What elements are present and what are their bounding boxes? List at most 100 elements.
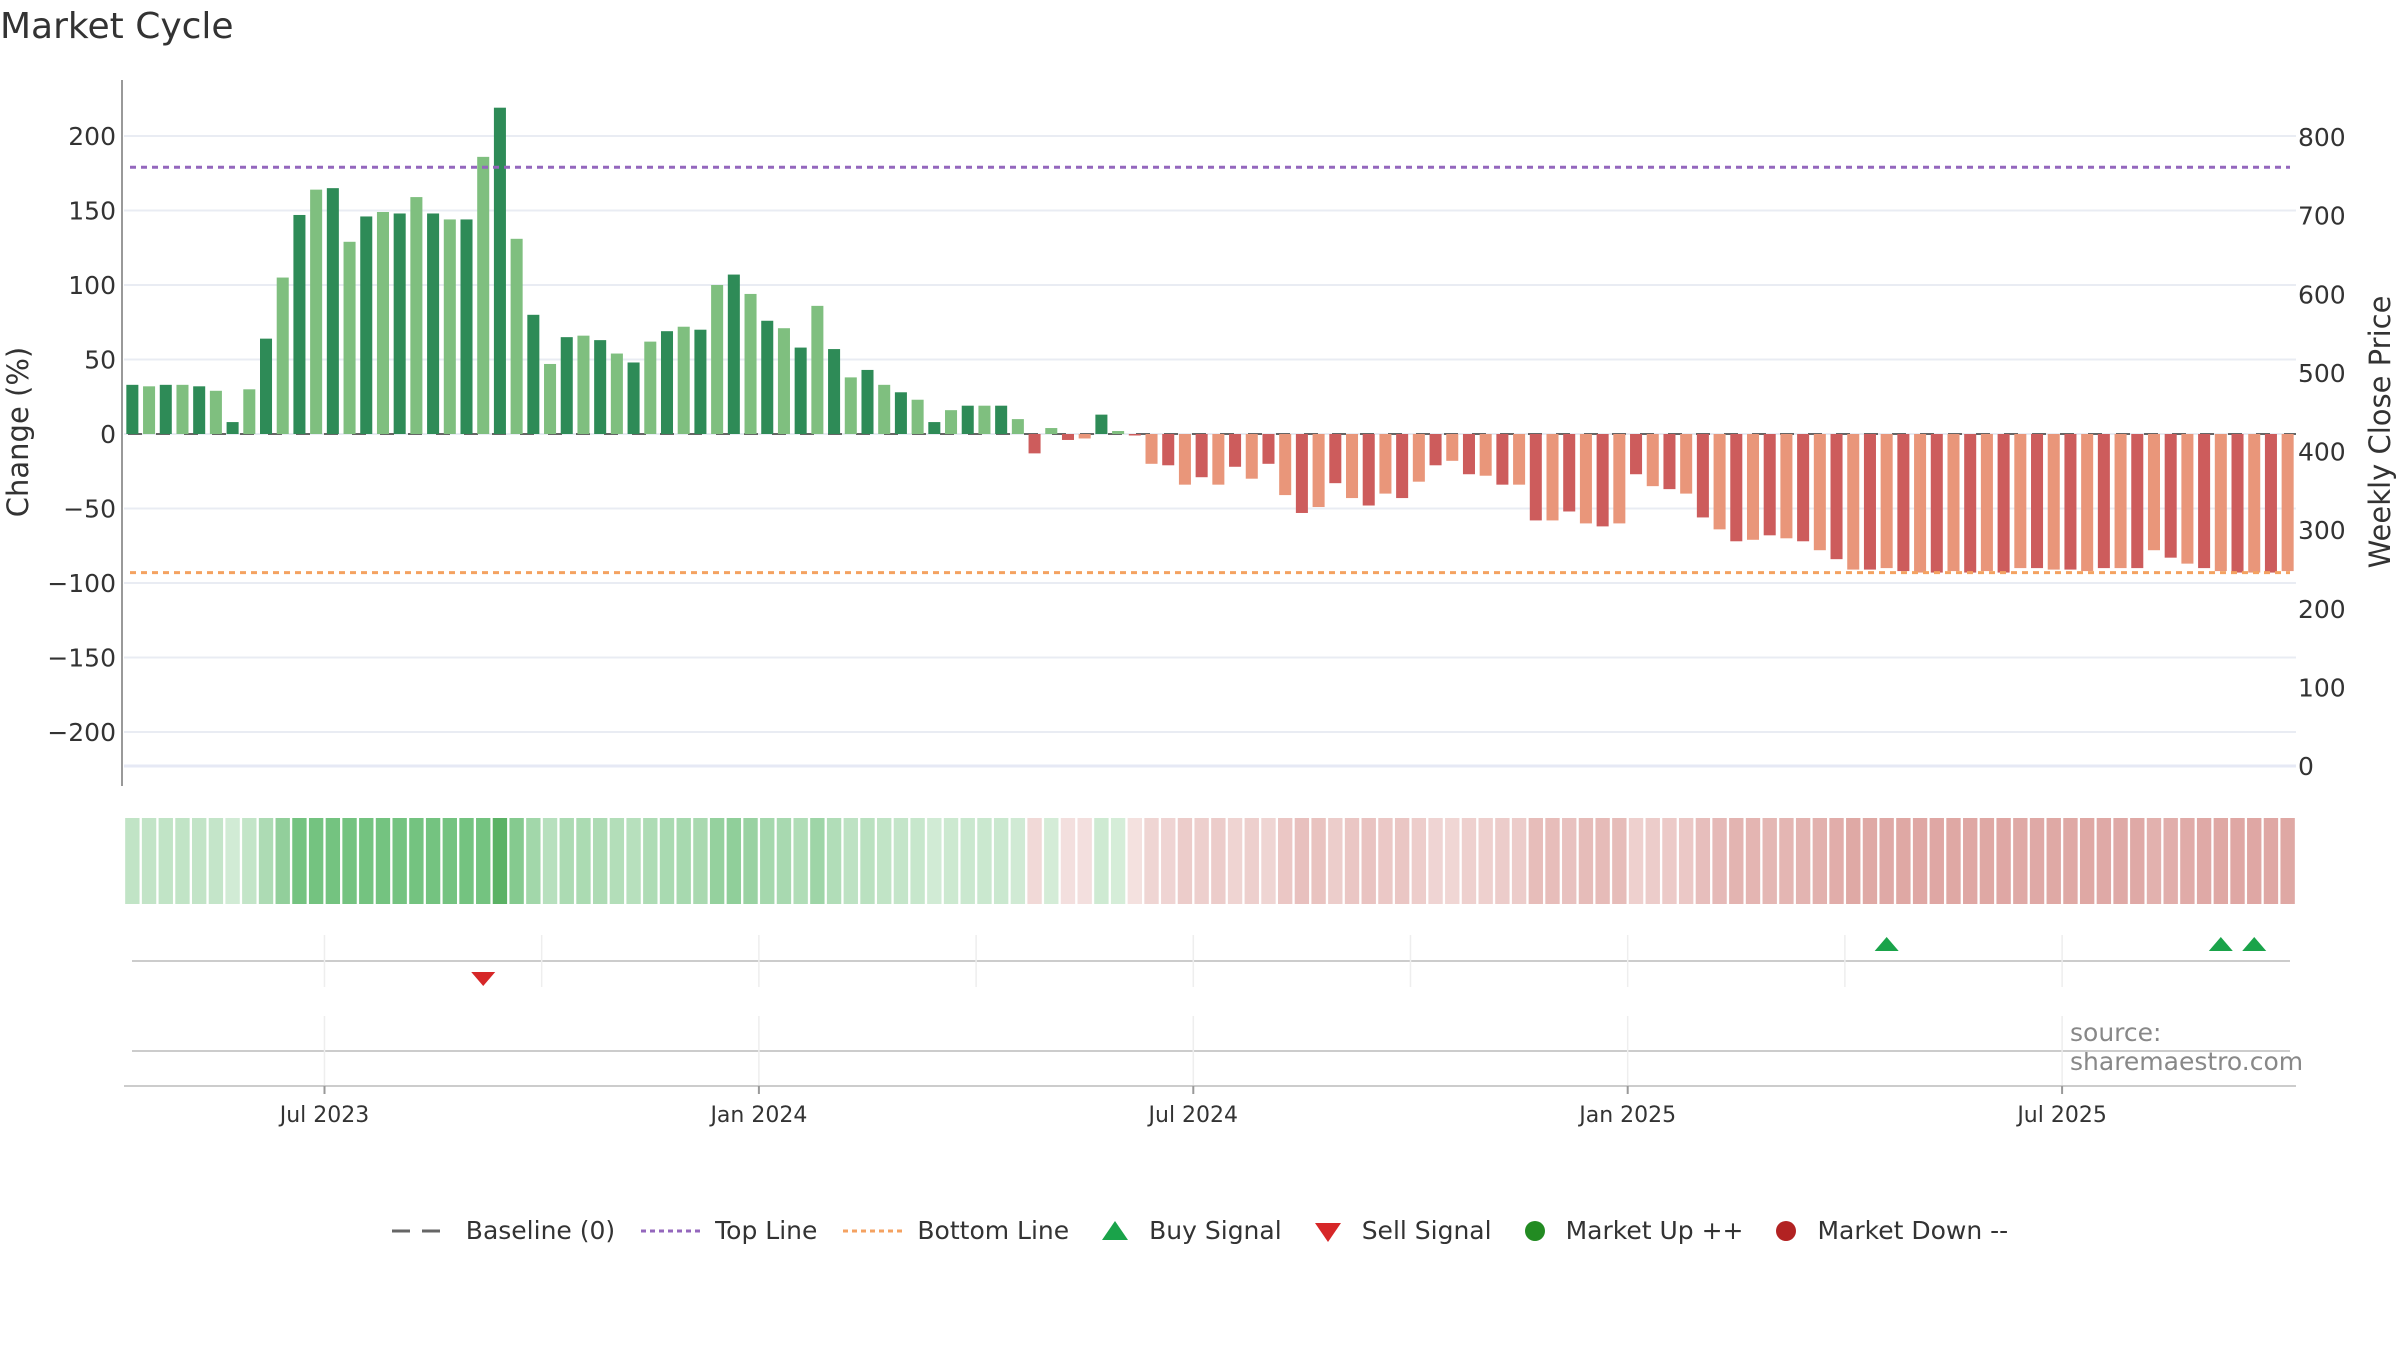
legend-label-buy: Buy Signal [1149, 1216, 1282, 1245]
heat-strip-cell [542, 818, 558, 904]
bar [2264, 434, 2277, 573]
bar [1329, 434, 1342, 484]
bar [794, 347, 807, 434]
bar [1663, 434, 1676, 490]
market-up-dot-icon [1524, 1220, 1545, 1241]
y-tick-label-right: 700 [2298, 202, 2346, 231]
bar [326, 188, 339, 434]
bar [1613, 434, 1626, 524]
sell-signal-marker [471, 972, 496, 986]
top-line-swatch [641, 1229, 702, 1232]
heat-strip-cell [1645, 818, 1660, 904]
heat-strip-cell [993, 818, 1009, 904]
bar [2097, 434, 2110, 569]
heat-strip-cell [308, 818, 324, 904]
bar [961, 405, 974, 434]
bar [1930, 434, 1943, 573]
heat-strip-cell [1445, 818, 1460, 904]
bar [1128, 434, 1141, 436]
heat-strip-cell [877, 818, 892, 904]
heat-strip-cell [1328, 818, 1343, 904]
bar [1579, 434, 1592, 524]
bar [1997, 434, 2010, 573]
legend-item-top-line[interactable]: Top Line [641, 1216, 817, 1245]
bar [1947, 434, 1960, 572]
heat-strip-cell [1812, 818, 1828, 904]
heat-strip-cell [375, 818, 391, 904]
heat-strip-cell [1227, 818, 1243, 904]
heat-strip-cell [442, 818, 457, 904]
legend-label-market-up: Market Up ++ [1565, 1216, 1744, 1245]
heat-strip-cell [1729, 818, 1744, 904]
heat-strip-cell [893, 818, 909, 904]
heat-strip-cell [342, 818, 357, 904]
heat-strip-cell [1762, 818, 1777, 904]
y-tick-label: 100 [68, 271, 116, 300]
bar [376, 211, 389, 434]
bar [493, 107, 506, 434]
heat-strip-cell [2247, 818, 2262, 904]
heat-strip-cell [526, 818, 541, 904]
bar [2047, 434, 2060, 570]
bar [744, 293, 757, 434]
bar [393, 213, 406, 434]
heat-strip-cell [1278, 818, 1293, 904]
sell-triangle-icon [1314, 1222, 1341, 1242]
y-tick-label-right: 800 [2298, 123, 2346, 152]
buy-signal-marker [2208, 937, 2233, 951]
bar [878, 384, 891, 434]
heat-strip-cell [709, 818, 725, 904]
bar [1462, 434, 1475, 475]
heat-strip-cell [1846, 818, 1861, 904]
legend-item-buy[interactable]: Buy Signal [1095, 1216, 1282, 1245]
x-tick-label: Jul 2025 [2015, 1103, 2107, 1128]
heat-strip-cell [292, 818, 307, 904]
heat-strip-cell [743, 818, 758, 904]
heat-strip-cell [1595, 818, 1610, 904]
bar [928, 422, 941, 434]
legend-label-top-line: Top Line [715, 1216, 818, 1245]
heat-strip-cell [676, 818, 691, 904]
heat-strip-cell [2029, 818, 2045, 904]
heat-strip-cell [1829, 818, 1844, 904]
bar [1847, 434, 1860, 570]
heat-strip-cell [2046, 818, 2061, 904]
heat-strip-cell [1712, 818, 1727, 904]
legend-item-bottom-line[interactable]: Bottom Line [843, 1216, 1069, 1245]
legend-item-market-up[interactable]: Market Up ++ [1518, 1216, 1744, 1245]
bar [2164, 434, 2177, 558]
heat-strip-cell [1511, 818, 1527, 904]
heat-strip-cell [1311, 818, 1326, 904]
y-tick-label-right: 100 [2298, 673, 2346, 702]
heat-strip-cell [693, 818, 708, 904]
legend-label-sell: Sell Signal [1361, 1216, 1492, 1245]
heat-strip-cell [1060, 818, 1076, 904]
heat-strip-cell [1946, 818, 1961, 904]
bar [1195, 434, 1208, 478]
bar [427, 213, 440, 434]
heat-strip-cell [2180, 818, 2195, 904]
legend-item-market-down[interactable]: Market Down -- [1769, 1216, 2008, 1245]
buy-signal-marker [2242, 937, 2267, 951]
heat-strip-cell [927, 818, 942, 904]
bar [2181, 434, 2194, 564]
bar [894, 392, 907, 434]
heat-strip-cell [141, 818, 157, 904]
bar [1162, 434, 1175, 466]
heat-strip-cell [1161, 818, 1176, 904]
bar [1412, 434, 1425, 482]
legend-item-sell[interactable]: Sell Signal [1308, 1216, 1492, 1245]
y-tick-label: 50 [84, 346, 116, 375]
heat-strip-cell [1662, 818, 1677, 904]
bar [159, 384, 172, 434]
legend-item-baseline[interactable]: Baseline (0) [391, 1216, 615, 1245]
heat-strip-cell [476, 818, 491, 904]
heat-strip-cell [2196, 818, 2212, 904]
y-tick-label-right: 400 [2298, 438, 2346, 467]
heat-strip-cell [175, 818, 190, 904]
bar [126, 384, 139, 434]
heat-strip-cell [1545, 818, 1560, 904]
heat-strip-cell [1495, 818, 1510, 904]
heat-strip-cell [492, 818, 508, 904]
buy-signal-marker [1874, 937, 1899, 951]
